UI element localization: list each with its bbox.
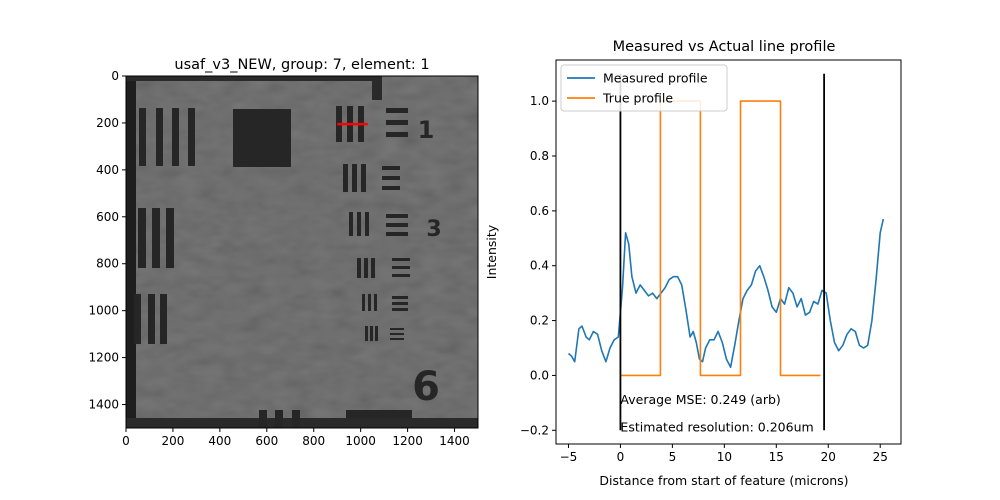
usaf-image-panel: usaf_v3_NEW, group: 7, element: 1 [88,57,479,448]
image-y-tick-label: 1200 [88,351,119,365]
chart-y-tick-label: 0.6 [530,204,549,218]
image-x-tick-label: 800 [302,434,325,448]
image-x-tick-label: 1000 [345,434,376,448]
legend-box [560,64,728,112]
x-axis-label: Distance from start of feature (microns) [599,473,848,488]
legend-label: True profile [602,91,673,106]
group-number-3: 3 [426,217,441,242]
chart-series [567,73,885,431]
series-line-true [620,100,821,377]
chart-title: Measured vs Actual line profile [613,39,836,55]
chart-y-tick-label: 0.4 [530,259,549,273]
image-y-ticks: 0 200 400 600 800 1000 1200 1400 [88,69,126,412]
usaf-target-image: 1 3 6 [126,76,478,428]
chart-y-ticks: −0.2 0.0 0.2 0.4 0.6 0.8 1.0 [520,94,556,437]
legend-label: Measured profile [603,71,708,86]
chart-x-tick-label: 10 [717,450,732,464]
image-x-tick-label: 200 [161,434,184,448]
image-x-tick-label: 1200 [392,434,423,448]
chart-x-tick-label: 25 [873,450,888,464]
annotation-1: Average MSE: 0.249 (arb) [620,392,780,407]
image-x-ticks: 0 200 400 600 800 1000 1200 1400 [122,428,470,448]
image-y-tick-label: 1000 [88,304,119,318]
chart-y-tick-label: 0.2 [530,314,549,328]
image-x-tick-label: 600 [255,434,278,448]
chart-y-tick-label: −0.2 [520,423,549,437]
image-y-tick-label: 400 [96,163,119,177]
image-y-tick-label: 600 [96,210,119,224]
image-y-tick-label: 1400 [88,398,119,412]
annotation-2: Estimated resolution: 0.206um [620,420,813,435]
chart-legend: Measured profile True profile [560,64,728,112]
group-number-1: 1 [418,116,435,144]
chart-x-ticks: −5 0 5 10 15 20 25 [560,444,888,464]
chart-y-tick-label: 0.8 [530,149,549,163]
image-x-tick-label: 0 [122,434,130,448]
image-y-tick-label: 0 [111,69,119,83]
chart-y-tick-label: 1.0 [530,94,549,108]
chart-x-tick-label: 15 [769,450,784,464]
series-line-measured [567,218,885,369]
chart-x-tick-label: −5 [560,450,578,464]
plot-frame [555,59,902,445]
profile-chart-panel: Measured vs Actual line profile Average … [484,39,902,488]
group-number-6: 6 [412,364,440,410]
image-x-tick-label: 1400 [439,434,470,448]
chart-annotations: Average MSE: 0.249 (arb) Estimated resolu… [620,392,813,434]
image-x-tick-label: 400 [208,434,231,448]
image-title: usaf_v3_NEW, group: 7, element: 1 [174,57,429,73]
y-axis-label: Intensity [484,224,499,279]
chart-y-tick-label: 0.0 [530,368,549,382]
image-y-tick-label: 200 [96,116,119,130]
image-y-tick-label: 800 [96,257,119,271]
image-frame [125,75,479,429]
chart-x-tick-label: 5 [669,450,677,464]
plot-area [556,60,901,444]
chart-x-tick-label: 0 [617,450,625,464]
chart-x-tick-label: 20 [821,450,836,464]
